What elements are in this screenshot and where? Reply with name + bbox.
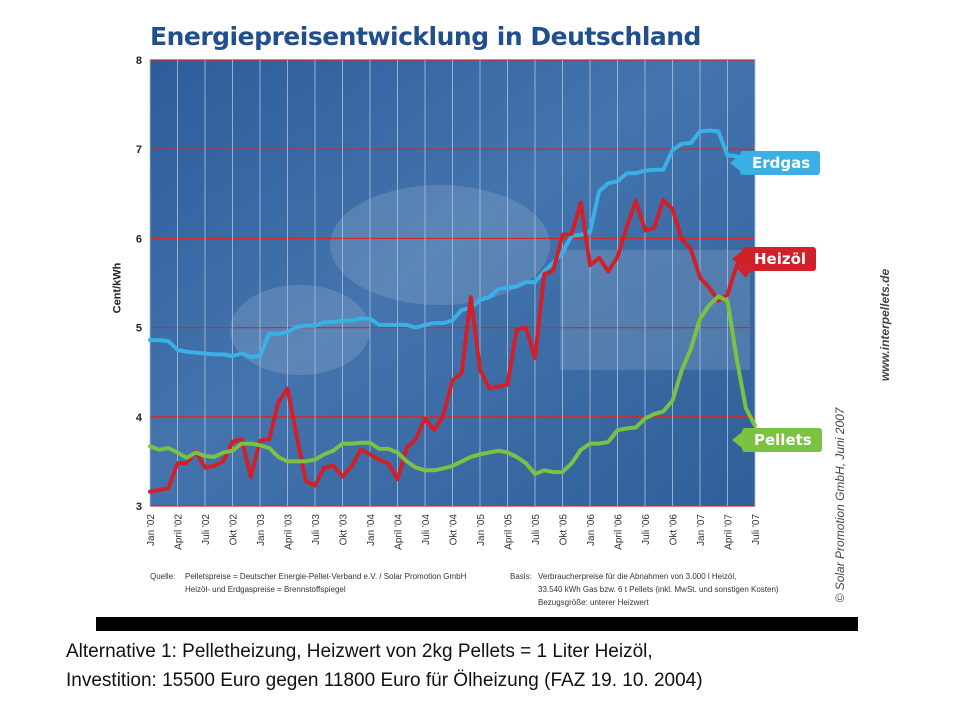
- legend-erdgas: Erdgas: [729, 151, 821, 175]
- x-tick-label: April '03: [284, 514, 295, 550]
- x-tick-label: Juli '04: [421, 514, 432, 545]
- basis-line-2: 33.540 kWh Gas bzw. 6 t Pellets (inkl. M…: [538, 585, 779, 594]
- legend-pellets: Pellets: [732, 428, 822, 452]
- y-tick-label: 8: [136, 55, 142, 67]
- x-tick-label: Juli '02: [201, 514, 212, 545]
- series-line-pellets: [148, 294, 757, 476]
- y-tick-label: 5: [136, 323, 142, 335]
- x-tick-label: Juli '05: [531, 514, 542, 545]
- source-line-1: Pelletspreise = Deutscher Energie-Pellet…: [185, 572, 467, 581]
- y-tick-labels: 3 4 5 6 7 8: [136, 55, 143, 513]
- x-tick-labels: Jan '02 April '02 Juli '02 Okt '02 Jan '03 Ap…: [146, 514, 762, 550]
- x-tick-label: Okt '04: [449, 514, 460, 546]
- series-line-heizoel: [148, 198, 757, 494]
- grid-lines: [149, 59, 756, 507]
- watermark-website: www.interpellets.de: [878, 268, 892, 382]
- divider-bar: [96, 617, 858, 631]
- x-tick-label: Jan '07: [696, 514, 707, 546]
- caption-line-1: Alternative 1: Pelletheizung, Heizwert v…: [66, 641, 653, 662]
- caption-line-2: Investition: 15500 Euro gegen 11800 Euro…: [66, 670, 703, 691]
- watermark-copyright: © Solar Promotion GmbH, Juni 2007: [833, 407, 847, 603]
- series-lines: [148, 128, 757, 494]
- x-tick-label: Okt '05: [559, 514, 570, 546]
- x-tick-label: Jan '02: [146, 514, 157, 546]
- x-tick-label: April '07: [724, 514, 735, 550]
- source-line-2: Heizöl- und Erdgaspreise = Brennstoffspi…: [185, 585, 346, 594]
- basis-label: Basis:: [510, 572, 532, 581]
- x-tick-label: Juli '07: [751, 514, 762, 545]
- basis-line-1: Verbraucherpreise für die Abnahmen von 3…: [538, 572, 737, 581]
- legend-heizoel: Heizöl: [731, 247, 817, 271]
- y-tick-label: 7: [136, 144, 142, 156]
- series-line-erdgas: [148, 128, 757, 359]
- chart-title: Energiepreisentwicklung in Deutschland: [150, 22, 701, 51]
- x-tick-label: Jan '05: [476, 514, 487, 546]
- x-tick-label: Okt '03: [339, 514, 350, 546]
- x-tick-label: Okt '02: [229, 514, 240, 546]
- y-tick-label: 3: [136, 501, 142, 513]
- x-tick-label: April '06: [614, 514, 625, 550]
- y-tick-label: 4: [136, 412, 143, 424]
- x-tick-label: Jan '03: [256, 514, 267, 546]
- y-tick-label: 6: [136, 233, 142, 245]
- x-tick-label: April '05: [504, 514, 515, 550]
- x-tick-label: April '02: [174, 514, 185, 550]
- x-tick-label: Jan '06: [586, 514, 597, 546]
- source-label: Quelle:: [150, 572, 176, 581]
- x-tick-label: Juli '06: [641, 514, 652, 545]
- radiator-illustration: [230, 185, 750, 375]
- x-tick-label: Juli '03: [311, 514, 322, 545]
- x-tick-label: Okt '06: [669, 514, 680, 546]
- x-tick-label: Jan '04: [366, 514, 377, 546]
- x-tick-label: April '04: [394, 514, 405, 550]
- basis-line-3: Bezugsgröße: unterer Heizwert: [538, 598, 649, 607]
- y-axis-label: Cent/kWh: [111, 262, 124, 314]
